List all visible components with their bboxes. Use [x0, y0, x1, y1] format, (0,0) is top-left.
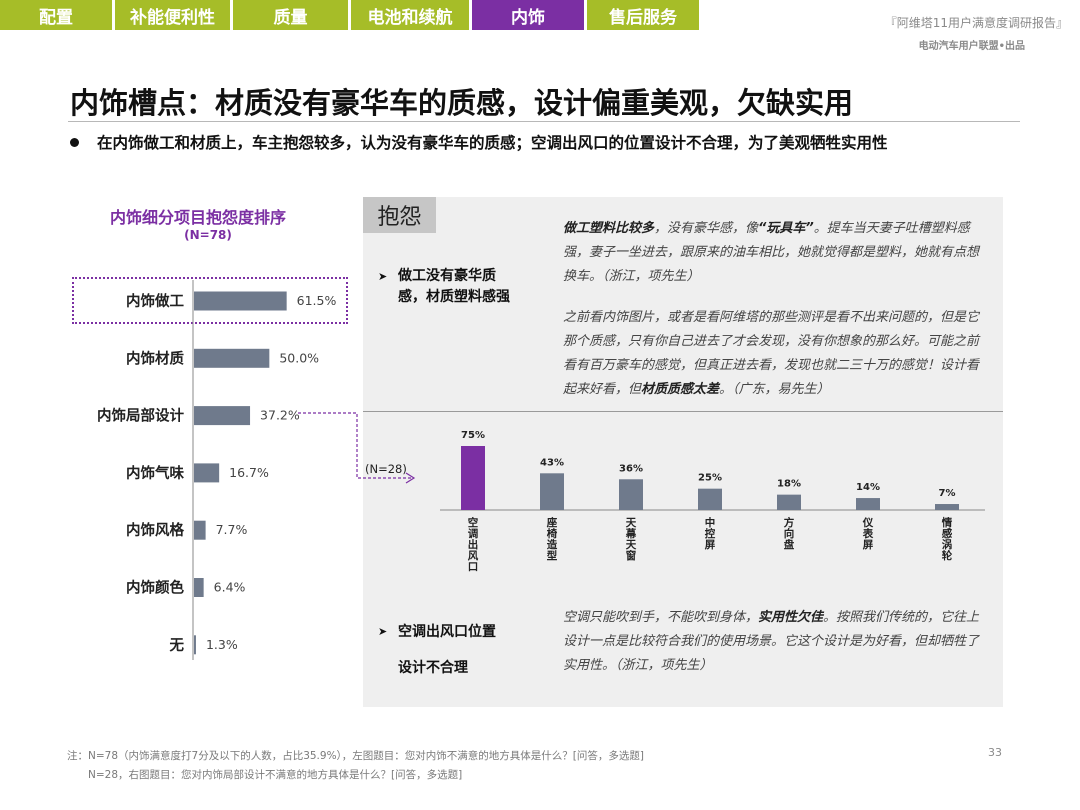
left-value-label: 50.0%	[279, 350, 319, 365]
report-publisher: 电动汽车用户联盟•出品	[918, 41, 1025, 52]
right-value-label: 14%	[856, 482, 880, 493]
left-bar	[194, 463, 220, 483]
left-value-label: 1.3%	[206, 637, 238, 652]
right-value-label: 7%	[939, 488, 956, 499]
tab-aftersales[interactable]: 售后服务	[587, 0, 699, 30]
title-divider	[68, 121, 1020, 122]
right-category-label: 座椅造型	[546, 516, 558, 562]
left-value-label: 16.7%	[229, 465, 269, 480]
tab-quality[interactable]: 质量	[233, 0, 348, 30]
right-category-label: 情感涡轮	[942, 516, 953, 562]
right-bar	[935, 504, 959, 510]
connector-arrow	[298, 412, 416, 484]
left-bar	[194, 291, 287, 311]
report-title: 『阿维塔11用户满意度调研报告』	[884, 16, 1068, 30]
left-value-label: 61.5%	[297, 293, 337, 308]
right-category-label: 天幕天窗	[625, 517, 637, 562]
quote-text: 。（广东，易先生）	[719, 382, 830, 397]
left-chart-title: 内饰细分项目抱怨度排序	[109, 208, 286, 227]
right-category-label: 空调出风口	[468, 516, 479, 573]
left-bar	[194, 406, 251, 426]
complaint-tab-label: 抱怨	[363, 197, 436, 233]
left-chart-sample-size: (N=78)	[184, 228, 232, 242]
issue-air-vent-line1: 空调出风口位置	[398, 624, 496, 640]
quote-material: 之前看内饰图片，或者是看阿维塔的那些测评是看不出来问题的，但是它那个质感，只有你…	[563, 306, 985, 402]
quote-text: 。按照我们传统的，它往上设计一点是比较符合我们的使用场景。它这个设计是为好看，但…	[563, 610, 980, 673]
left-category-label: 内饰风格	[126, 521, 184, 539]
connector-line	[298, 412, 412, 479]
right-bar	[777, 494, 801, 510]
right-category-label: 中控屏	[704, 516, 716, 551]
right-value-label: 18%	[777, 479, 801, 490]
right-bar	[698, 488, 722, 510]
right-value-label: 43%	[540, 457, 564, 468]
right-bar	[856, 498, 880, 510]
connector-arrowhead-icon	[405, 472, 416, 484]
left-value-label: 37.2%	[260, 408, 300, 423]
quote-emphasis: “玩具车”	[758, 221, 814, 236]
quote-workmanship: 做工塑料比较多，没有豪华感，像“玩具车”。提车当天妻子吐槽塑料感强，妻子一坐进去…	[563, 217, 985, 289]
left-bar	[194, 635, 196, 655]
right-chart-sample-size: (N=28)	[365, 462, 407, 476]
quote-text: 。提车当天妻子吐槽塑料感强，妻子一坐进去，跟原来的油车相比，她就觉得都是塑料，她…	[563, 221, 980, 284]
right-category-label: 方向盘	[784, 516, 795, 551]
left-category-label: 内饰材质	[126, 349, 184, 367]
right-bar	[540, 473, 564, 510]
page-title: 内饰槽点：材质没有豪华车的质感，设计偏重美观，欠缺实用	[70, 86, 854, 120]
tab-battery[interactable]: 电池和续航	[351, 0, 469, 30]
left-bar	[194, 520, 206, 540]
panel-divider	[363, 411, 1003, 412]
tab-charging[interactable]: 补能便利性	[115, 0, 230, 30]
tab-interior[interactable]: 内饰	[472, 0, 584, 30]
left-value-label: 7.7%	[216, 522, 248, 537]
footnote-right: N=28，右图题目：您对内饰局部设计不满意的地方具体是什么？[问答，多选题]	[88, 769, 463, 781]
issue-workmanship: ➤ 做工没有豪华质感，材质塑料感强	[378, 266, 513, 308]
right-value-label: 36%	[619, 463, 643, 474]
right-bar-chart: 75% 空调出风口 43% 座椅造型 36% 天幕天窗 25% 中控屏 18% 方向盘 14% 仪表屏…	[440, 430, 985, 573]
tab-config[interactable]: 配置	[0, 0, 112, 30]
quote-text: ，没有豪华感，像	[654, 221, 759, 236]
left-category-label: 内饰气味	[126, 464, 184, 482]
page-number: 33	[988, 746, 1002, 759]
bullet-dot-icon	[70, 138, 79, 147]
summary-bullet: 在内饰做工和材质上，车主抱怨较多，认为没有豪华车的质感；空调出风口的位置设计不合…	[97, 134, 888, 152]
left-category-label: 内饰做工	[126, 292, 184, 310]
right-value-label: 25%	[698, 473, 722, 484]
issue-air-vent-line2: 设计不合理	[398, 660, 468, 676]
quote-emphasis: 做工塑料比较多	[563, 221, 655, 236]
left-category-label: 内饰颜色	[126, 579, 184, 597]
top-nav: 配置 补能便利性 质量 电池和续航 内饰 售后服务	[0, 0, 702, 30]
quote-emphasis: 实用性欠佳	[758, 610, 824, 625]
left-category-label: 内饰局部设计	[97, 407, 184, 425]
quote-air-vent: 空调只能吹到手，不能吹到身体，实用性欠佳。按照我们传统的，它往上设计一点是比较符…	[563, 606, 988, 678]
footnote-left: 注：N=78（内饰满意度打7分及以下的人数，占比35.9%），左图题目：您对内饰…	[67, 750, 644, 762]
right-bar	[619, 479, 643, 510]
left-bar	[194, 348, 270, 368]
left-bar-chart: 内饰做工 61.5% 内饰材质 50.0% 内饰局部设计 37.2% 内饰气味 16.7% 内饰…	[97, 280, 337, 660]
arrow-right-icon: ➤	[378, 625, 388, 638]
quote-emphasis: 材质质感太差	[641, 382, 720, 397]
arrow-right-icon: ➤	[378, 270, 388, 283]
left-bar	[194, 578, 204, 597]
quote-text: 之前看内饰图片，或者是看阿维塔的那些测评是看不出来问题的，但是它那个质感，只有你…	[563, 310, 980, 397]
highlight-box	[72, 277, 348, 324]
issue-air-vent: ➤ 空调出风口位置 设计不合理	[378, 614, 538, 686]
right-bar	[461, 446, 485, 510]
issue-workmanship-label: 做工没有豪华质感，材质塑料感强	[398, 268, 510, 305]
right-value-label: 75%	[461, 430, 485, 441]
left-category-label: 无	[170, 637, 185, 654]
left-value-label: 6.4%	[214, 580, 246, 595]
right-category-label: 仪表屏	[862, 517, 874, 551]
quote-text: 空调只能吹到手，不能吹到身体，	[563, 610, 759, 625]
